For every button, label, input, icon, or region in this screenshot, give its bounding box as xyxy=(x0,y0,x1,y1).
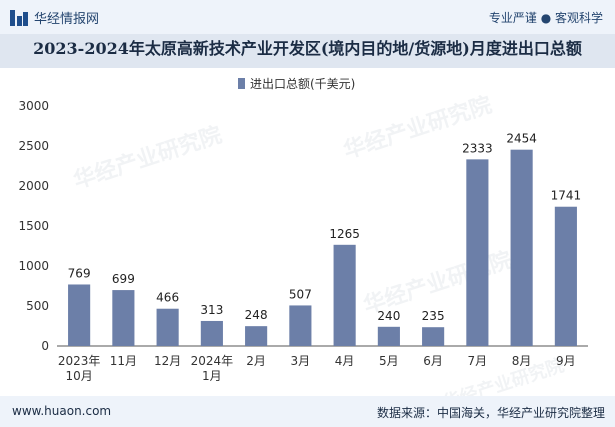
y-tick-label: 3000 xyxy=(18,99,49,113)
bar xyxy=(510,149,533,346)
x-tick-label: 2023年 10月 xyxy=(58,354,101,383)
x-tick-label: 5月 xyxy=(379,354,399,368)
x-tick-label: 9月 xyxy=(556,354,576,368)
brand-name: 华经情报网 xyxy=(34,12,100,27)
y-tick-label: 2000 xyxy=(18,179,49,193)
data-label: 769 xyxy=(68,266,91,280)
x-tick-label: 4月 xyxy=(335,354,355,368)
x-tick-label: 7月 xyxy=(468,354,488,368)
x-tick-label: 2月 xyxy=(246,354,266,368)
y-tick-label: 1000 xyxy=(18,259,49,273)
bar xyxy=(554,206,577,346)
bar xyxy=(377,326,400,346)
data-label: 235 xyxy=(422,309,445,323)
bar xyxy=(156,308,179,346)
brand-bars-icon xyxy=(10,9,28,26)
data-source: 数据来源：中国海关，华经产业研究院整理 xyxy=(376,406,605,420)
bar xyxy=(466,159,489,346)
data-label: 466 xyxy=(156,291,179,305)
chart-legend: 进出口总额(千美元) xyxy=(238,75,355,92)
x-tick-label: 8月 xyxy=(512,354,532,368)
bar xyxy=(422,327,445,346)
legend-label: 进出口总额(千美元) xyxy=(250,77,356,91)
top-bar: 华经情报网 专业严谨 ● 客观科学 xyxy=(0,0,615,34)
footer-url[interactable]: www.huaon.com xyxy=(12,404,112,418)
data-label: 248 xyxy=(245,308,268,322)
data-label: 699 xyxy=(112,272,135,286)
y-tick-label: 1500 xyxy=(18,219,49,233)
bar xyxy=(112,290,135,346)
x-tick-label: 11月 xyxy=(110,354,137,368)
tagline: 专业严谨 ● 客观科学 xyxy=(488,11,603,25)
legend-swatch xyxy=(238,78,245,89)
y-tick-label: 500 xyxy=(26,299,49,313)
bar-chart: 0 500 1000 1500 2000 2500 3000 769 2023年 10月 699 11… xyxy=(18,99,588,383)
data-label: 240 xyxy=(377,309,400,323)
x-tick-label: 6月 xyxy=(423,354,443,368)
y-tick-label: 2500 xyxy=(18,139,49,153)
bar xyxy=(245,326,268,346)
data-label: 313 xyxy=(200,303,223,317)
brand-logo: 华经情报网 xyxy=(10,8,99,27)
bar xyxy=(333,244,356,346)
footer-bar: www.huaon.com 数据来源：中国海关，华经产业研究院整理 xyxy=(0,396,615,427)
bar xyxy=(289,305,312,346)
bar xyxy=(68,284,91,346)
x-tick-label: 12月 xyxy=(154,354,181,368)
x-tick-label: 3月 xyxy=(291,354,311,368)
data-label: 507 xyxy=(289,287,312,301)
chart-title: 2023-2024年太原高新技术产业开发区(境内目的地/货源地)月度进出口总额 xyxy=(0,34,615,68)
data-label: 2454 xyxy=(506,132,537,146)
data-label: 1741 xyxy=(551,189,582,203)
data-label: 1265 xyxy=(329,227,360,241)
y-tick-label: 0 xyxy=(41,339,49,353)
bar xyxy=(200,320,223,346)
x-tick-label: 2024年 1月 xyxy=(191,354,234,383)
data-label: 2333 xyxy=(462,141,493,155)
